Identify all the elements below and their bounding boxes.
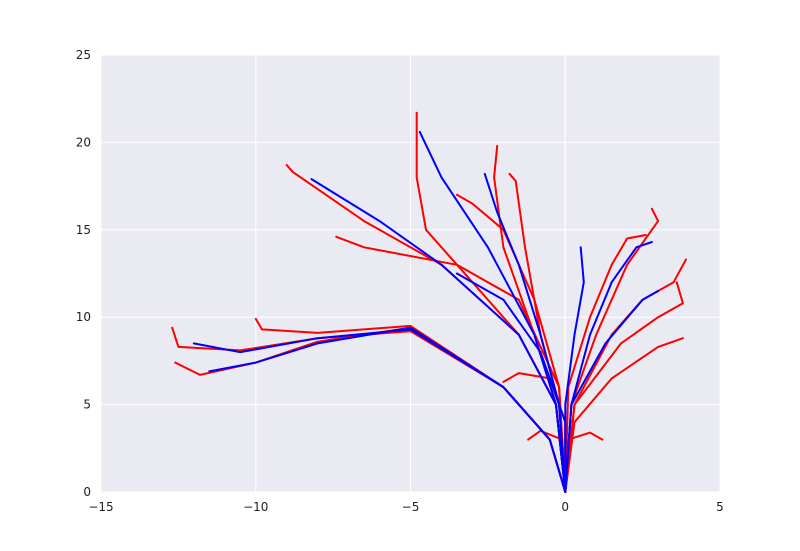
series-1 [192, 130, 660, 493]
y-tick-label-4: 20 [76, 135, 91, 149]
series-1-path-8 [564, 246, 585, 493]
y-tick-label-5: 25 [76, 48, 91, 62]
x-tick-label-3: 0 [561, 500, 569, 514]
x-tick-label-1: −10 [243, 500, 268, 514]
series-1-path-4 [483, 172, 567, 493]
series-0-path-16 [564, 234, 647, 493]
x-tick-label-2: −5 [402, 500, 420, 514]
series-layer [171, 111, 687, 493]
series-1-path-3 [418, 130, 567, 493]
series-1-path-6 [564, 290, 660, 493]
tick-labels: −15 −10 −5 0 5 0 5 10 15 20 25 [76, 48, 724, 514]
x-tick-label-0: −15 [88, 500, 113, 514]
y-tick-label-2: 10 [76, 310, 91, 324]
y-tick-label-3: 15 [76, 223, 91, 237]
x-tick-label-4: 5 [716, 500, 724, 514]
y-tick-label-1: 5 [83, 398, 91, 412]
series-1-path-1 [208, 326, 567, 493]
series-0-path-10 [564, 337, 684, 493]
y-tick-label-0: 0 [83, 485, 91, 499]
grid-lines [100, 54, 721, 493]
series-0-path-9 [564, 281, 684, 493]
